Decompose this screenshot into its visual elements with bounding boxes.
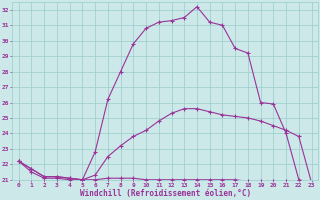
X-axis label: Windchill (Refroidissement éolien,°C): Windchill (Refroidissement éolien,°C): [80, 189, 251, 198]
